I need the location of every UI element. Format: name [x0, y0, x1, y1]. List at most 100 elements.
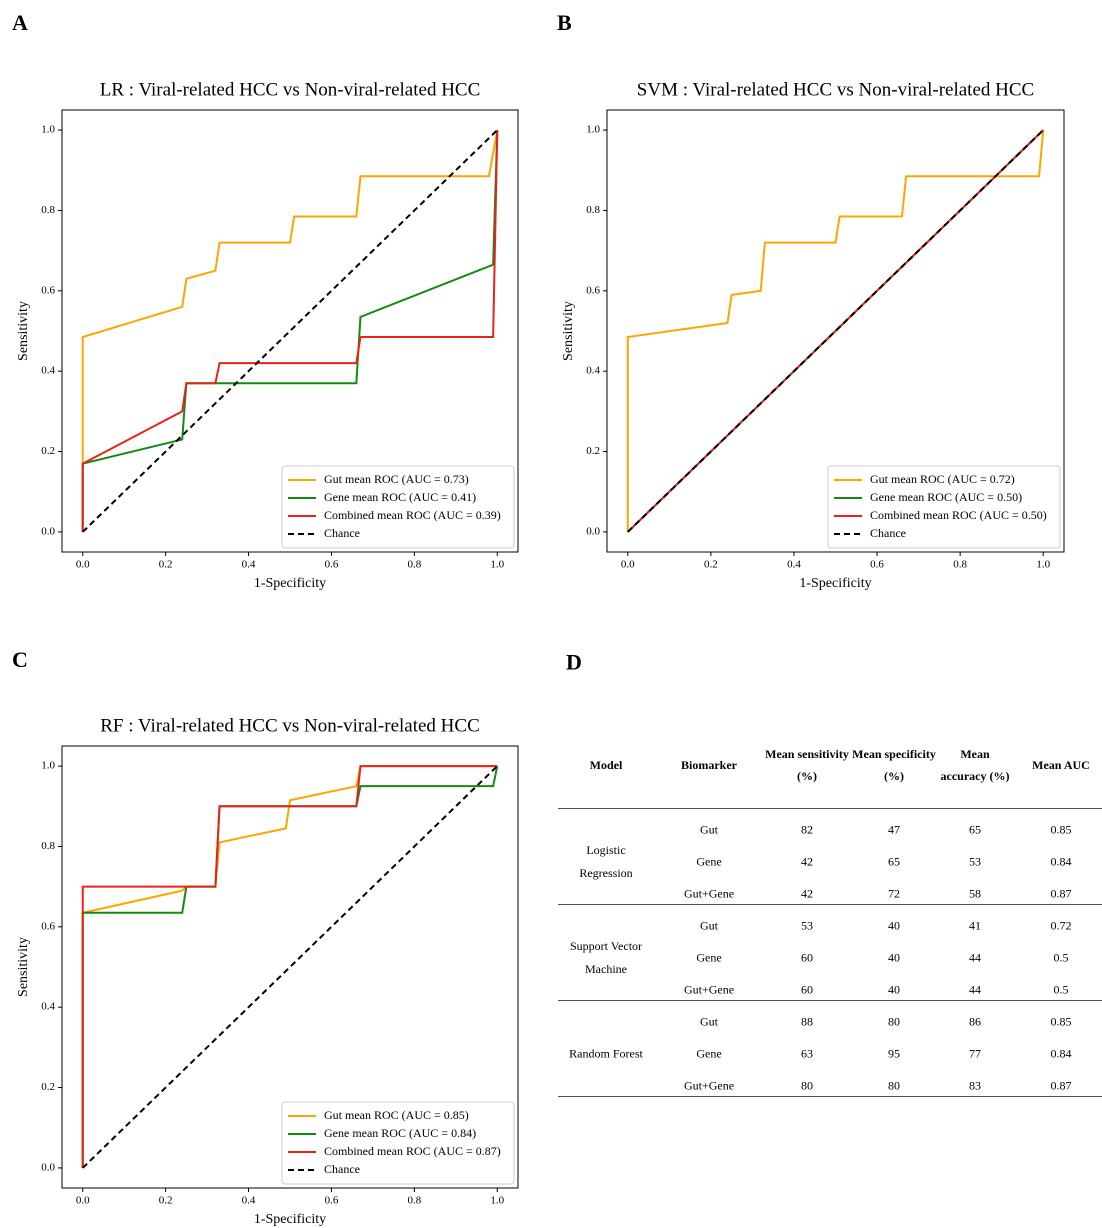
metric-value: 72: [888, 883, 900, 906]
x-tick-label: 0.2: [159, 1195, 173, 1207]
x-tick-label: 0.0: [76, 559, 90, 571]
legend-label: Gut mean ROC (AUC = 0.85): [324, 1108, 469, 1122]
figure: A LR : Viral-related HCC vs Non-viral-rel…: [0, 0, 1102, 1228]
legend-label: Gut mean ROC (AUC = 0.72): [870, 472, 1015, 486]
metric-value: 42: [801, 851, 813, 874]
metric-value: 60: [801, 947, 813, 970]
x-tick-label: 0.2: [704, 559, 718, 571]
panel-label: B: [557, 10, 572, 35]
metric-value: 40: [888, 915, 900, 938]
model-name: Random Forest: [560, 1043, 652, 1066]
metric-value: 53: [801, 915, 813, 938]
chart-title: LR : Viral-related HCC vs Non-viral-rela…: [100, 79, 481, 100]
x-tick-label: 0.0: [621, 559, 635, 571]
metric-value: 40: [888, 979, 900, 1002]
x-tick-label: 1.0: [490, 559, 504, 571]
y-tick-label: 0.0: [586, 525, 600, 537]
metric-value: 65: [969, 819, 981, 842]
metric-value: 53: [969, 851, 981, 874]
charts: A LR : Viral-related HCC vs Non-viral-rel…: [0, 0, 1102, 1228]
y-tick-label: 0.6: [41, 920, 55, 932]
metric-value: 0.85: [1051, 1011, 1072, 1034]
y-tick-label: 1.0: [586, 124, 600, 136]
legend-label: Chance: [324, 526, 360, 540]
biomarker: Gut+Gene: [684, 1075, 734, 1098]
chart-title: RF : Viral-related HCC vs Non-viral-rela…: [100, 715, 480, 736]
column-header: Mean sensitivity (%): [763, 743, 851, 787]
metric-value: 41: [969, 915, 981, 938]
x-tick-label: 0.8: [407, 559, 421, 571]
y-tick-label: 0.4: [41, 365, 55, 377]
legend-label: Combined mean ROC (AUC = 0.39): [324, 508, 501, 522]
y-tick-label: 0.2: [41, 445, 55, 457]
biomarker: Gut: [700, 1011, 718, 1034]
metric-value: 82: [801, 819, 813, 842]
legend-label: Combined mean ROC (AUC = 0.50): [870, 508, 1047, 522]
legend-label: Chance: [870, 526, 906, 540]
column-header: Mean specificity (%): [848, 743, 940, 787]
metric-value: 0.84: [1051, 851, 1072, 874]
metric-value: 58: [969, 883, 981, 906]
metric-value: 80: [888, 1075, 900, 1098]
table-rule: [558, 1000, 1102, 1001]
x-tick-label: 0.2: [159, 559, 173, 571]
metric-value: 0.5: [1054, 947, 1069, 970]
panel-label: A: [12, 10, 28, 35]
y-tick-label: 0.4: [41, 1001, 55, 1013]
metric-value: 86: [969, 1011, 981, 1034]
metric-value: 0.72: [1051, 915, 1072, 938]
y-tick-label: 0.8: [41, 840, 55, 852]
x-axis-label: 1-Specificity: [254, 1212, 326, 1227]
x-tick-label: 0.6: [325, 559, 339, 571]
metric-value: 63: [801, 1043, 813, 1066]
metric-value: 0.5: [1054, 979, 1069, 1002]
table-rule: [558, 904, 1102, 905]
x-tick-label: 0.8: [953, 559, 967, 571]
legend-label: Chance: [324, 1162, 360, 1176]
y-tick-label: 0.6: [586, 284, 600, 296]
metric-value: 44: [969, 947, 981, 970]
y-axis-label: Sensitivity: [561, 301, 576, 361]
panel-label: C: [12, 647, 28, 672]
biomarker: Gene: [696, 1043, 721, 1066]
metric-value: 0.85: [1051, 819, 1072, 842]
metric-value: 47: [888, 819, 900, 842]
x-axis-label: 1-Specificity: [254, 576, 326, 591]
y-axis-label: Sensitivity: [16, 301, 31, 361]
legend-label: Gene mean ROC (AUC = 0.41): [324, 490, 476, 504]
x-tick-label: 1.0: [490, 1195, 504, 1207]
metric-value: 0.87: [1051, 883, 1072, 906]
x-axis-label: 1-Specificity: [799, 576, 871, 591]
y-axis-label: Sensitivity: [16, 937, 31, 997]
y-tick-label: 0.8: [586, 204, 600, 216]
model-name: Support Vector Machine: [560, 935, 652, 981]
y-tick-label: 0.2: [586, 445, 600, 457]
column-header: Mean AUC: [1016, 754, 1102, 776]
y-tick-label: 1.0: [41, 760, 55, 772]
metric-value: 80: [801, 1075, 813, 1098]
metric-value: 44: [969, 979, 981, 1002]
y-tick-label: 0.4: [586, 365, 600, 377]
biomarker: Gene: [696, 851, 721, 874]
x-tick-label: 0.0: [76, 1195, 90, 1207]
x-tick-label: 0.4: [242, 1195, 256, 1207]
metric-value: 88: [801, 1011, 813, 1034]
metric-value: 80: [888, 1011, 900, 1034]
metric-value: 42: [801, 883, 813, 906]
chart-title: SVM : Viral-related HCC vs Non-viral-rel…: [637, 79, 1034, 100]
column-header: Biomarker: [664, 754, 754, 776]
y-tick-label: 0.0: [41, 1161, 55, 1173]
legend-label: Gut mean ROC (AUC = 0.73): [324, 472, 469, 486]
x-tick-label: 0.4: [242, 559, 256, 571]
biomarker: Gut+Gene: [684, 979, 734, 1002]
biomarker: Gut: [700, 819, 718, 842]
metric-value: 40: [888, 947, 900, 970]
y-tick-label: 1.0: [41, 124, 55, 136]
column-header: Mean accuracy (%): [937, 743, 1013, 787]
y-tick-label: 0.6: [41, 284, 55, 296]
metric-value: 0.84: [1051, 1043, 1072, 1066]
legend-label: Combined mean ROC (AUC = 0.87): [324, 1144, 501, 1158]
y-tick-label: 0.0: [41, 525, 55, 537]
table-rule: [558, 808, 1102, 809]
x-tick-label: 0.6: [325, 1195, 339, 1207]
